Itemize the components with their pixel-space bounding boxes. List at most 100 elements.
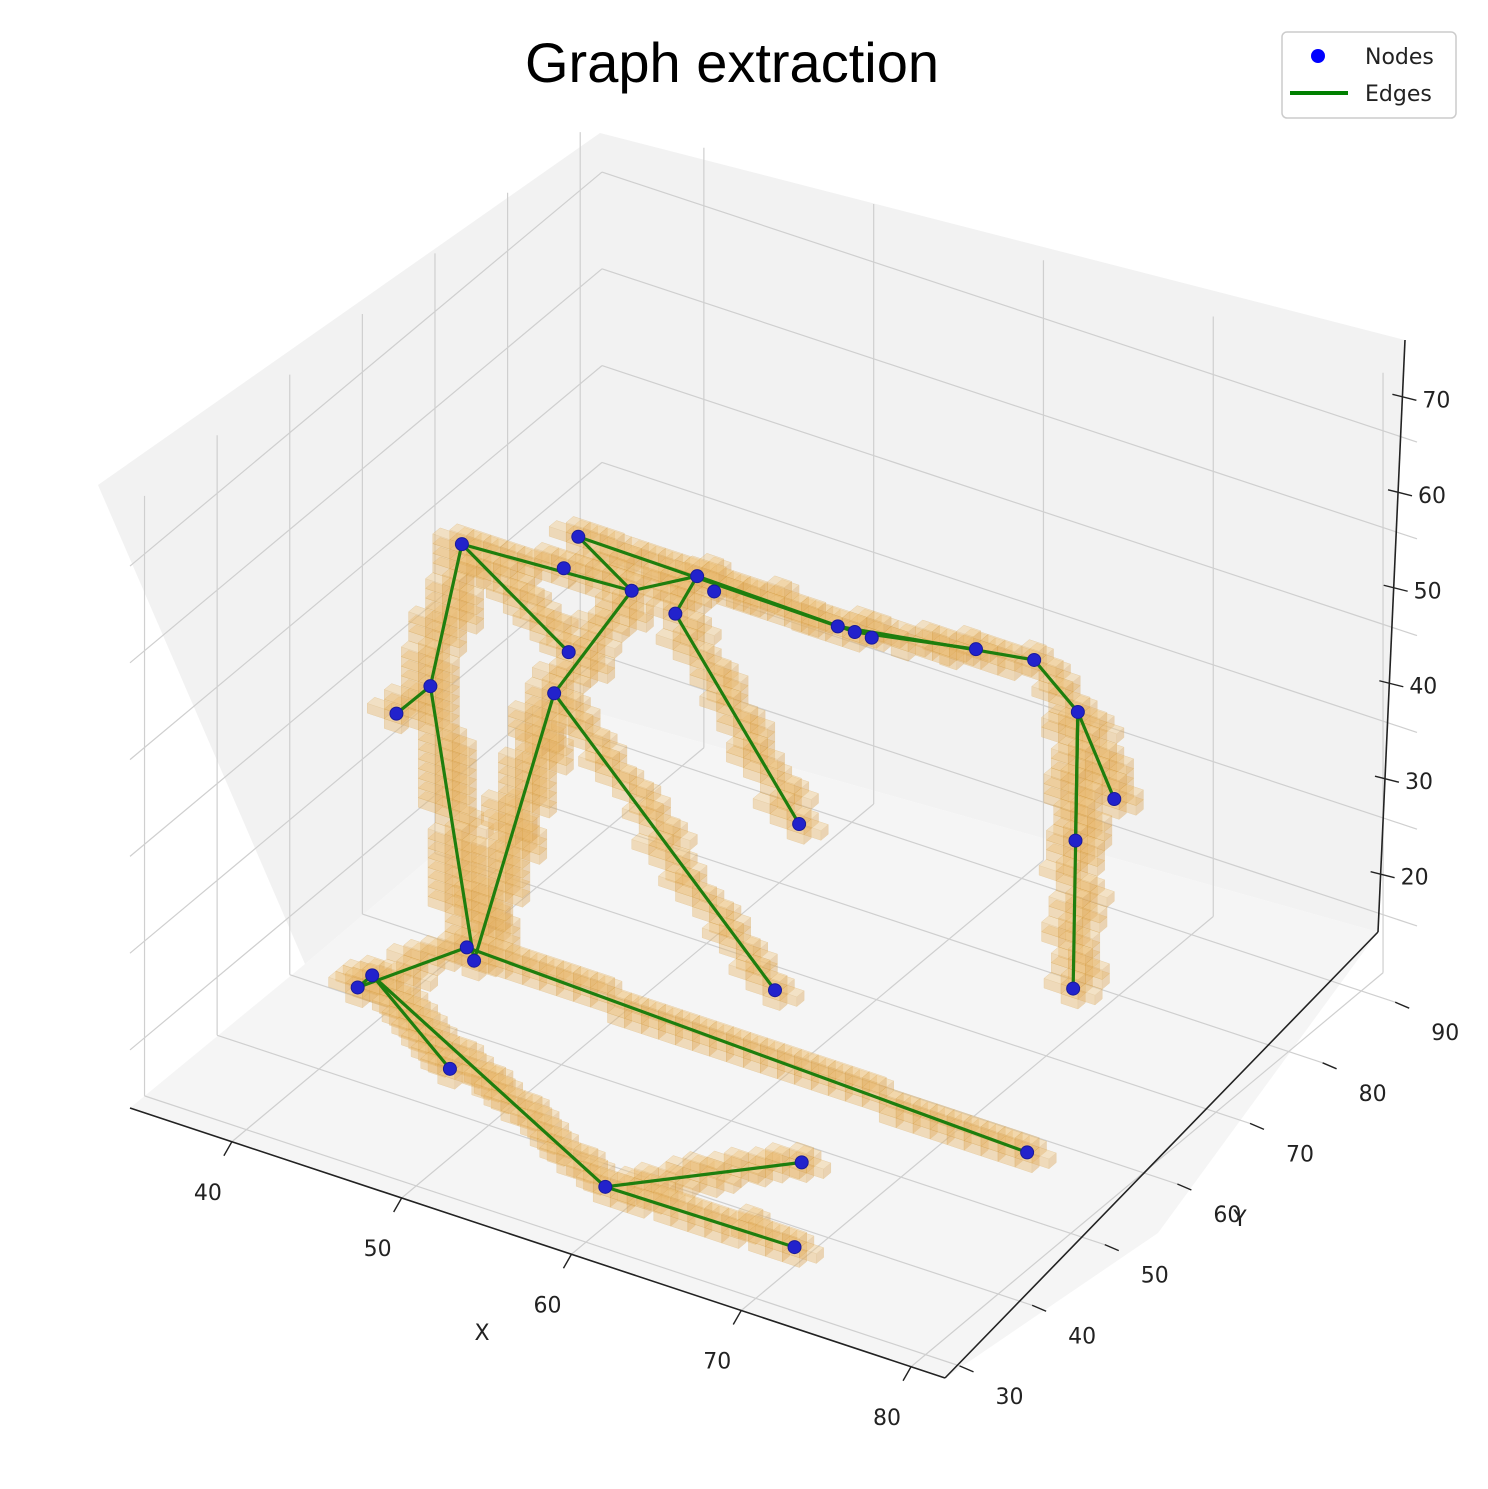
voxel: [1079, 874, 1106, 897]
voxel: [580, 969, 606, 992]
node-point: [423, 679, 438, 694]
voxel: [1101, 768, 1127, 791]
voxel: [696, 643, 722, 666]
voxel: [580, 650, 606, 673]
x-tick-mark: [393, 1197, 403, 1213]
voxel: [451, 763, 478, 787]
voxel: [1074, 955, 1101, 979]
voxel: [485, 920, 511, 943]
voxel: [427, 832, 453, 855]
voxel: [466, 567, 492, 591]
voxel: [1038, 859, 1064, 882]
voxel: [655, 628, 681, 651]
voxel: [400, 640, 427, 663]
voxel: [1045, 824, 1072, 847]
voxel: [1058, 940, 1084, 963]
grid-z-side: [129, 365, 603, 761]
voxel: [495, 931, 521, 955]
node-point: [968, 642, 983, 657]
voxel: [1040, 711, 1067, 734]
voxel: [417, 791, 444, 814]
voxel: [723, 679, 749, 702]
voxel: [1082, 716, 1108, 739]
voxel: [441, 752, 468, 775]
voxel: [723, 670, 749, 693]
voxel: [424, 572, 451, 595]
voxel: [485, 581, 511, 604]
voxel: [750, 726, 776, 749]
legend-edges-label: Edges: [1365, 82, 1432, 107]
node-point: [1066, 981, 1081, 996]
voxel: [1050, 761, 1076, 784]
voxel: [1082, 911, 1108, 934]
node-point: [1027, 652, 1042, 667]
x-tick-label: 60: [533, 1293, 561, 1318]
voxel: [468, 817, 495, 841]
voxel: [1108, 752, 1135, 776]
grid-z-back: [601, 268, 1418, 540]
grid-z-back: [601, 365, 1418, 637]
voxel: [856, 608, 882, 632]
voxel: [473, 532, 499, 555]
x-tick-label: 40: [194, 1181, 222, 1206]
voxel: [1077, 788, 1103, 811]
z-tick-label: 20: [1401, 866, 1429, 891]
grid-z-back: [601, 655, 1418, 927]
voxel: [689, 649, 715, 672]
voxel: [849, 605, 875, 628]
voxel: [335, 964, 361, 988]
voxel: [432, 546, 458, 570]
y-tick-label: 50: [1141, 1264, 1169, 1289]
voxel: [1087, 829, 1113, 852]
y-tick-label: 70: [1286, 1142, 1314, 1167]
voxel: [749, 579, 776, 602]
voxel: [400, 659, 427, 683]
voxel: [536, 598, 562, 621]
voxel: [1091, 737, 1118, 760]
grid-z-side: [129, 558, 603, 954]
legend: Nodes Edges: [1281, 31, 1457, 119]
voxel: [757, 583, 783, 606]
voxel: [611, 614, 638, 638]
voxel: [458, 593, 485, 616]
grid-z-side: [129, 171, 603, 567]
voxel: [589, 525, 616, 548]
voxel: [742, 576, 769, 599]
voxel: [485, 910, 511, 933]
back-pane-yz: [98, 133, 600, 964]
voxel: [1089, 885, 1115, 908]
node-point: [442, 1061, 457, 1076]
voxel: [512, 831, 538, 854]
voxel: [1077, 983, 1103, 1006]
voxel: [914, 619, 941, 642]
voxel: [1072, 880, 1098, 903]
node-point: [830, 619, 845, 634]
y-tick-label: 80: [1359, 1082, 1387, 1107]
voxel: [609, 558, 635, 581]
voxel: [1084, 967, 1111, 990]
voxel: [529, 952, 555, 976]
voxel: [640, 542, 667, 565]
voxel: [677, 590, 703, 613]
voxel: [713, 668, 739, 691]
node-point: [864, 630, 879, 645]
voxel: [597, 975, 623, 998]
node-point: [365, 968, 380, 983]
voxel: [609, 548, 635, 571]
node-point: [668, 606, 683, 621]
y-tick-mark: [1394, 1001, 1410, 1009]
voxel: [478, 926, 504, 949]
voxel: [417, 772, 444, 795]
voxel: [1077, 807, 1103, 831]
voxel: [575, 556, 601, 580]
voxel: [451, 773, 478, 796]
voxel: [597, 636, 623, 659]
voxel: [851, 1069, 878, 1092]
voxel: [623, 556, 650, 579]
voxel: [1043, 777, 1069, 800]
voxel: [500, 540, 526, 563]
voxel: [468, 924, 495, 947]
voxel: [1050, 742, 1076, 765]
z-tick-label: 60: [1418, 484, 1446, 509]
